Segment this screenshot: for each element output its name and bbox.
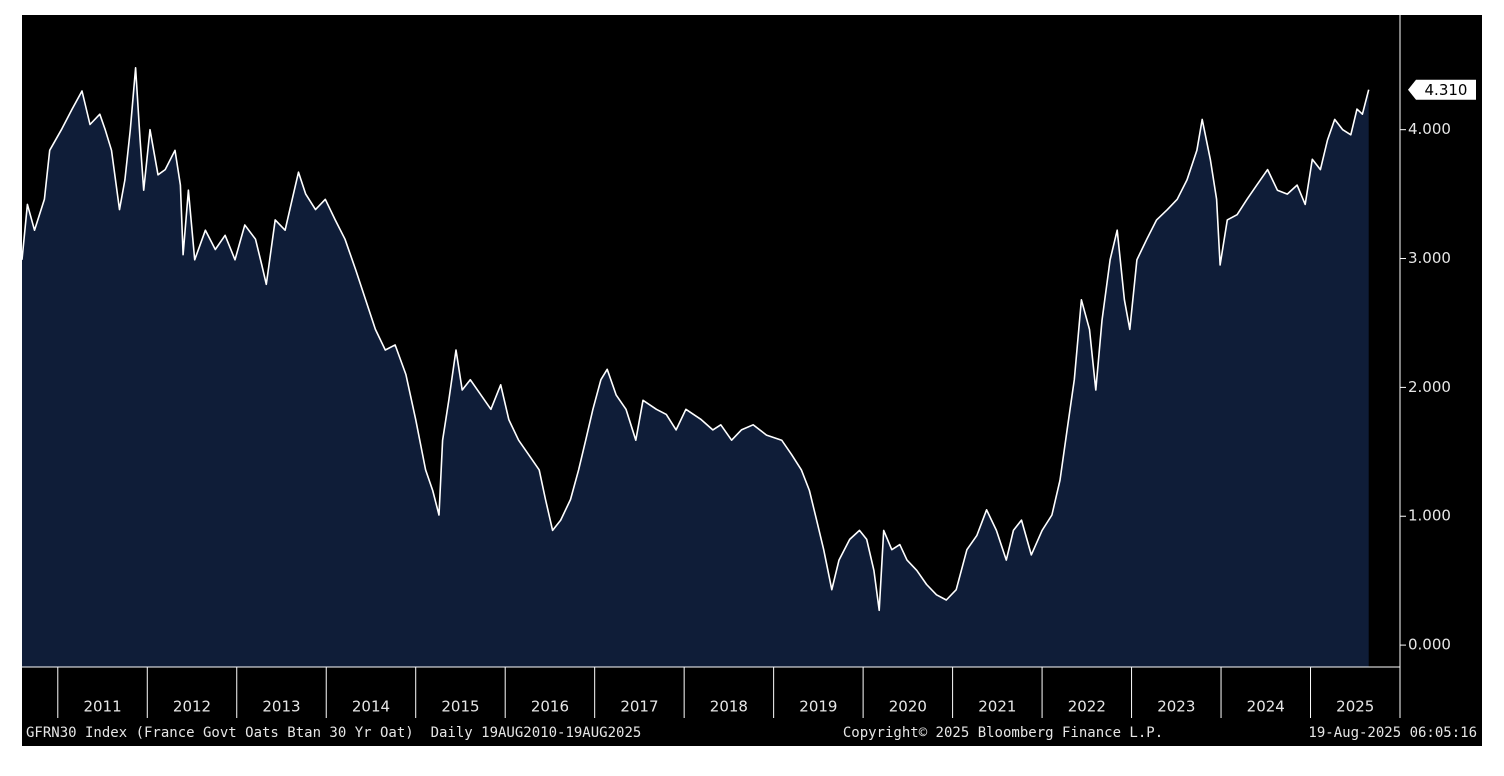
footer-right: 19-Aug-2025 06:05:16 <box>1308 725 1477 741</box>
y-tick-label: 1.000 <box>1408 507 1451 525</box>
y-tick-label: 2.000 <box>1408 378 1451 396</box>
x-tick-label: 2015 <box>441 698 479 716</box>
footer-center: Copyright© 2025 Bloomberg Finance L.P. <box>843 725 1163 741</box>
x-tick-label: 2024 <box>1247 698 1285 716</box>
x-tick-label: 2022 <box>1068 698 1106 716</box>
x-tick-label: 2013 <box>262 698 300 716</box>
x-tick-label: 2021 <box>978 698 1016 716</box>
x-tick-label: 2012 <box>173 698 211 716</box>
footer-left: GFRN30 Index (France Govt Oats Btan 30 Y… <box>26 725 641 741</box>
x-tick-label: 2023 <box>1157 698 1195 716</box>
last-value-box <box>1408 79 1476 100</box>
x-tick-label: 2014 <box>352 698 390 716</box>
y-tick-label: 4.000 <box>1408 120 1451 138</box>
x-tick-label: 2020 <box>889 698 927 716</box>
x-tick-label: 2011 <box>83 698 121 716</box>
y-tick-label: 0.000 <box>1408 636 1451 654</box>
area-fill <box>22 67 1369 668</box>
x-tick-label: 2016 <box>531 698 569 716</box>
line <box>21 67 1370 612</box>
y-tick-label: 3.000 <box>1408 249 1451 267</box>
x-tick-label: 2018 <box>710 698 748 716</box>
x-tick-label: 2025 <box>1336 698 1374 716</box>
last-value-label: 4.310 <box>1425 81 1468 99</box>
x-tick-label: 2019 <box>799 698 837 716</box>
x-tick-label: 2017 <box>620 698 658 716</box>
